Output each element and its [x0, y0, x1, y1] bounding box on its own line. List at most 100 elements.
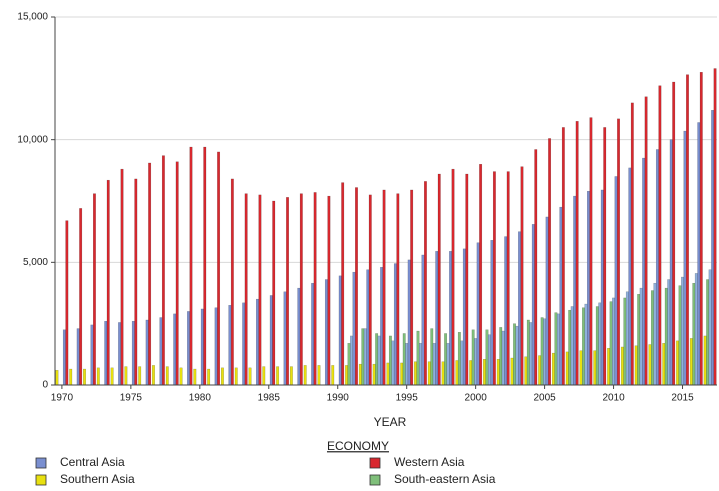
bar [256, 298, 259, 386]
legend-label: Eastern Asia [60, 489, 128, 491]
bar [703, 335, 707, 386]
bar [203, 146, 207, 386]
bar [382, 189, 386, 386]
bar [93, 193, 96, 386]
bar [683, 130, 687, 386]
bar [600, 189, 604, 386]
bar [424, 181, 427, 386]
y-tick-label: 10,000 [17, 134, 48, 145]
bar [570, 306, 574, 386]
bar [341, 182, 345, 386]
bar [496, 359, 500, 386]
x-tick-label: 2015 [671, 393, 694, 404]
bar [492, 171, 496, 386]
bar [639, 287, 643, 386]
bar [506, 171, 510, 386]
bar [303, 365, 307, 386]
bar [487, 334, 491, 386]
bar [217, 151, 221, 386]
bar [200, 308, 204, 386]
bar [234, 367, 238, 386]
bar [104, 321, 108, 386]
x-tick-label: 2005 [533, 393, 556, 404]
bar [286, 197, 289, 386]
bar [317, 365, 321, 386]
bar [520, 166, 524, 386]
bar [79, 208, 83, 386]
bar [207, 368, 211, 386]
x-tick-label: 1980 [189, 393, 212, 404]
bar [584, 303, 588, 386]
bar [363, 328, 367, 386]
bar [455, 360, 459, 386]
bar [375, 333, 379, 386]
bar [543, 318, 547, 386]
bar [161, 155, 165, 386]
bar [276, 366, 280, 386]
bar [405, 343, 409, 386]
bar [83, 368, 86, 386]
bar [672, 81, 676, 386]
bar [262, 366, 266, 386]
bar [331, 365, 335, 386]
bar [248, 367, 252, 386]
bar [324, 279, 328, 386]
bar [297, 287, 301, 386]
bar [598, 302, 602, 386]
bar [391, 340, 395, 386]
bar [118, 322, 121, 386]
bar [230, 178, 234, 386]
bar [501, 330, 505, 386]
bar [152, 365, 155, 386]
bar [681, 276, 684, 386]
bar [554, 312, 558, 386]
bar [644, 96, 648, 386]
bar [518, 231, 521, 386]
bar [62, 329, 66, 386]
bar [380, 267, 384, 386]
bar [587, 190, 590, 386]
bar [386, 362, 390, 386]
bar [272, 200, 276, 386]
bar [483, 359, 486, 386]
bar [462, 248, 466, 386]
x-tick-label: 1995 [396, 393, 419, 404]
bar [617, 118, 620, 386]
bar [595, 306, 599, 386]
bar [510, 357, 514, 386]
bar [214, 307, 218, 386]
bar [368, 194, 372, 386]
bar [134, 178, 138, 386]
bar [664, 287, 668, 386]
bar [540, 317, 544, 386]
bar [548, 138, 552, 386]
y-tick-label: 5,000 [23, 257, 48, 268]
bar [444, 333, 448, 386]
bar [551, 352, 555, 386]
bar [662, 343, 666, 386]
bar [90, 324, 94, 386]
bar [575, 121, 579, 386]
bar [269, 295, 273, 386]
bar [131, 321, 135, 386]
bar [485, 329, 489, 386]
bar [582, 307, 585, 386]
bar [653, 282, 657, 386]
bar [697, 122, 701, 386]
bar [407, 259, 411, 386]
bar [692, 282, 696, 386]
bar [352, 271, 356, 386]
bar [479, 163, 483, 386]
bar [148, 162, 152, 386]
bar [289, 366, 293, 386]
x-tick-label: 1975 [120, 393, 143, 404]
bar [283, 291, 287, 386]
bar [561, 127, 565, 386]
bar [311, 282, 315, 386]
bar [165, 366, 169, 386]
bar [568, 309, 572, 386]
bar [55, 370, 59, 386]
bar [244, 193, 248, 386]
bar [361, 328, 365, 386]
